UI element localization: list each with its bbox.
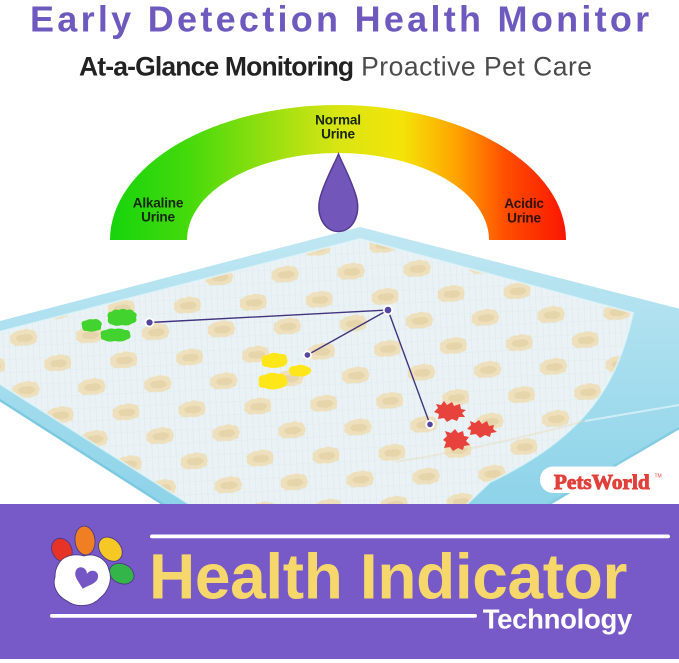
svg-text:Normal: Normal: [315, 113, 361, 128]
svg-text:Alkaline: Alkaline: [133, 196, 184, 211]
svg-text:Urine: Urine: [321, 127, 355, 142]
svg-text:PetsWorld: PetsWorld: [554, 470, 650, 494]
svg-text:Technology: Technology: [483, 604, 633, 635]
svg-text:Urine: Urine: [141, 210, 175, 225]
svg-text:Urine: Urine: [507, 211, 541, 226]
svg-text:TM: TM: [655, 474, 662, 480]
svg-text:Health Indicator: Health Indicator: [149, 541, 627, 613]
svg-text:Early Detection Health Monitor: Early Detection Health Monitor: [30, 0, 652, 40]
svg-text:Acidic: Acidic: [504, 196, 544, 211]
svg-text:At-a-Glance Monitoring Proacti: At-a-Glance Monitoring Proactive Pet Car…: [79, 52, 593, 82]
